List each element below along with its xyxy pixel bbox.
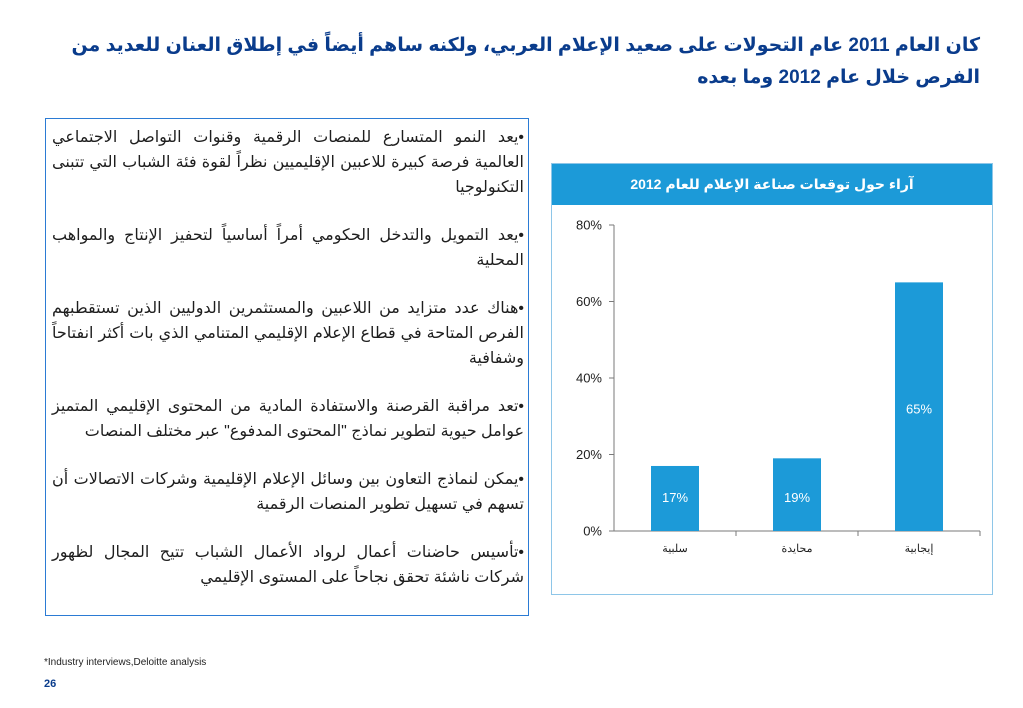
bar — [895, 282, 943, 531]
data-label: 17% — [662, 490, 688, 505]
page-number: 26 — [44, 678, 57, 690]
chart-panel: آراء حول توقعات صناعة الإعلام للعام 2012… — [551, 163, 993, 595]
category-label: محايدة — [782, 543, 813, 555]
category-label: إيجابية — [905, 543, 934, 555]
y-tick-label: 40% — [576, 371, 602, 386]
bullet-item: •يعد التمويل والتدخل الحكومي أمراً أساسي… — [52, 227, 524, 269]
bullet-item: •هناك عدد متزايد من اللاعبين والمستثمرين… — [52, 300, 524, 367]
y-tick-label: 0% — [583, 524, 602, 539]
bullet-item: •تأسيس حاضنات أعمال لرواد الأعمال الشباب… — [52, 544, 524, 586]
bullet-list: •يعد النمو المتسارع للمنصات الرقمية وقنو… — [45, 118, 529, 616]
data-label: 65% — [906, 401, 932, 416]
slide-title: كان العام 2011 عام التحولات على صعيد الإ… — [71, 35, 980, 88]
bullet-item: •تعد مراقبة القرصنة والاستفادة المادية م… — [52, 398, 524, 440]
bullet-item: •يمكن لنماذج التعاون بين وسائل الإعلام ا… — [52, 471, 525, 513]
source-footnote: *Industry interviews,Deloitte analysis — [44, 657, 207, 668]
bar-chart: 0% 20% 40% 60% 80% 17% سلبية 19% محايدة 65% إيجابي… — [576, 218, 981, 555]
y-tick-label: 60% — [576, 294, 602, 309]
chart-title: آراء حول توقعات صناعة الإعلام للعام 2012 — [552, 164, 992, 205]
category-label: سلبية — [662, 543, 687, 555]
bar — [773, 458, 821, 531]
bar — [651, 465, 699, 531]
y-tick-label: 80% — [576, 218, 602, 233]
data-label: 19% — [784, 490, 810, 505]
y-tick-label: 20% — [576, 447, 602, 462]
bullet-item: •يعد النمو المتسارع للمنصات الرقمية وقنو… — [52, 129, 524, 196]
